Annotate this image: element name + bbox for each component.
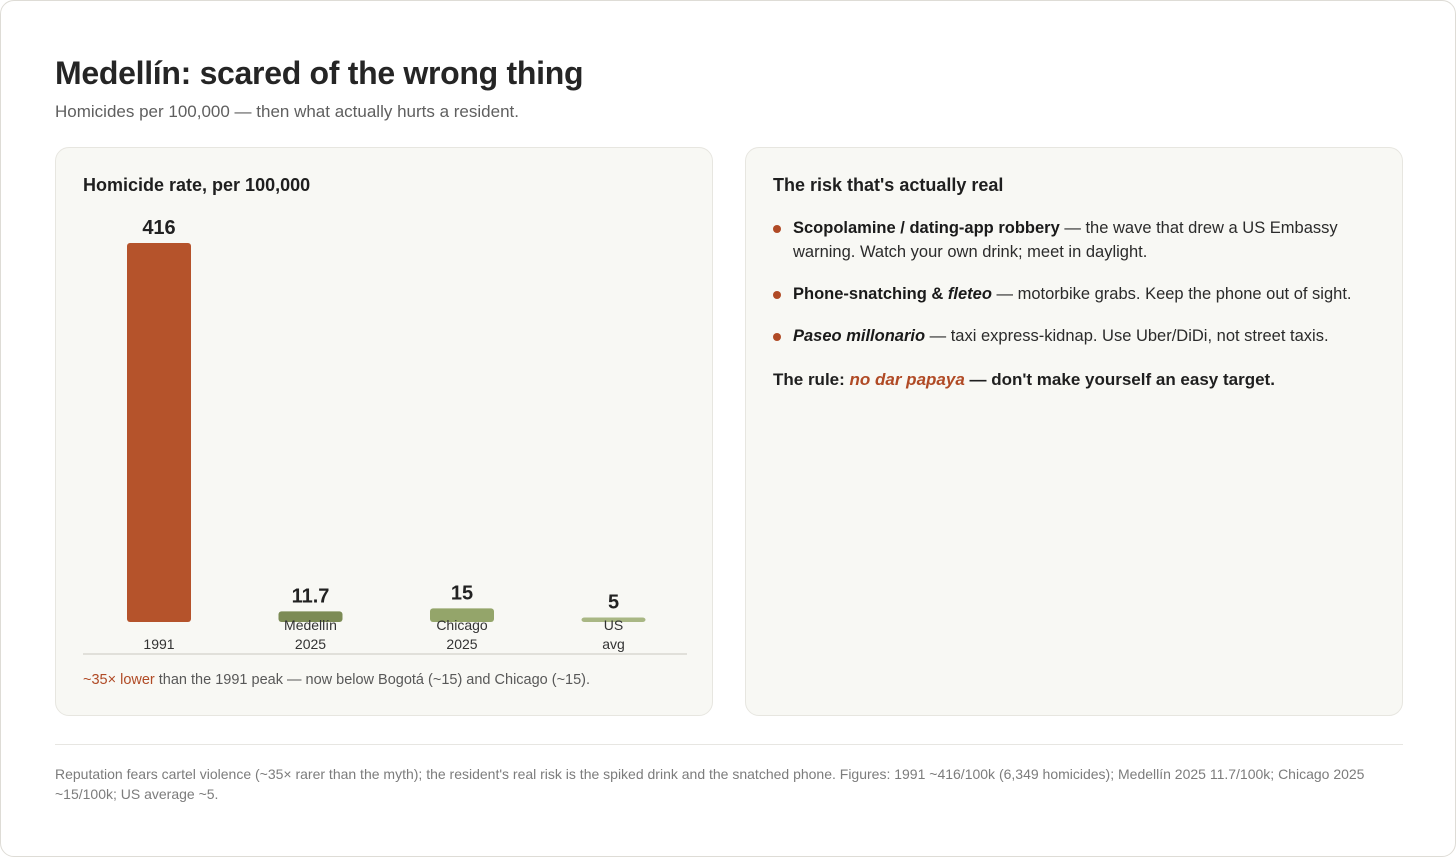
bullet-dot-icon: [773, 225, 781, 233]
page-title: Medellín: scared of the wrong thing: [55, 55, 584, 91]
bar-value-label: 15: [451, 582, 473, 604]
footer-divider: [55, 744, 1403, 745]
category-tick-label: Chicago: [436, 617, 488, 633]
risk-item-text: — motorbike grabs. Keep the phone out of…: [991, 285, 1352, 303]
risk-item-lead: Scopolamine / dating-app robbery: [793, 219, 1060, 237]
bullet-dot-icon: [773, 291, 781, 299]
risk-item-lead-italic: fleteo: [947, 285, 992, 303]
risk-item-paseo-millonario: Paseo millonario — taxi express-kidnap. …: [773, 324, 1378, 348]
page-subtitle: Homicides per 100,000 — then what actual…: [55, 102, 519, 121]
category-tick-label: Medellín: [284, 617, 337, 633]
bar-value-label: 416: [142, 217, 175, 239]
bar-1: [278, 611, 343, 622]
category-tick-label: US: [604, 617, 623, 633]
bar-3: [581, 617, 646, 622]
risk-panel-title: The risk that's actually real: [773, 175, 1004, 195]
homicide-chart-panel: Homicide rate, per 100,000 416 1991 11.7 Me…: [55, 147, 713, 716]
risk-item-lead-italic: Paseo millonario: [793, 327, 926, 345]
homicide-bar-chart: 416 1991 11.7 Medellín 2025 15 Chicago 2025 5 US a…: [83, 217, 687, 655]
real-risk-panel: The risk that's actually real Scopolamin…: [745, 147, 1403, 716]
chart-note-text: than the 1991 peak — now below Bogotá (~…: [154, 672, 591, 688]
safety-rule: The rule: no dar papaya — don't make you…: [773, 370, 1275, 390]
risk-item-text: — the wave that drew a US Embassy warnin…: [793, 219, 1338, 261]
footnote: Reputation fears cartel violence (~35× r…: [55, 766, 1365, 802]
risk-item-phone-snatching: Phone-snatching & fleteo — motorbike gra…: [773, 282, 1378, 306]
bar-value-label: 5: [608, 591, 619, 613]
chart-note: ~35× lower than the 1991 peak — now belo…: [83, 672, 590, 688]
bullet-dot-icon: [773, 333, 781, 341]
category-tick-label: 2025: [446, 636, 477, 652]
category-tick-label: 2025: [295, 636, 326, 652]
bar-2: [430, 608, 494, 622]
chart-note-highlight: ~35× lower: [83, 672, 155, 688]
bar-value-label: 11.7: [292, 585, 330, 607]
category-tick-label: 1991: [143, 636, 174, 652]
bar-0: [127, 243, 191, 622]
rule-emphasis: no dar papaya: [849, 370, 965, 389]
risk-item-text: — taxi express-kidnap. Use Uber/DiDi, no…: [925, 327, 1329, 345]
risk-item-lead: Phone-snatching &: [793, 285, 948, 303]
risk-list: Scopolamine / dating-app robbery — the w…: [773, 216, 1378, 366]
risk-item-scopolamine: Scopolamine / dating-app robbery — the w…: [773, 216, 1378, 264]
rule-prefix: The rule:: [773, 370, 850, 389]
rule-suffix: — don't make yourself an easy target.: [964, 370, 1275, 389]
category-tick-label: avg: [602, 636, 625, 652]
chart-title: Homicide rate, per 100,000: [83, 175, 311, 195]
